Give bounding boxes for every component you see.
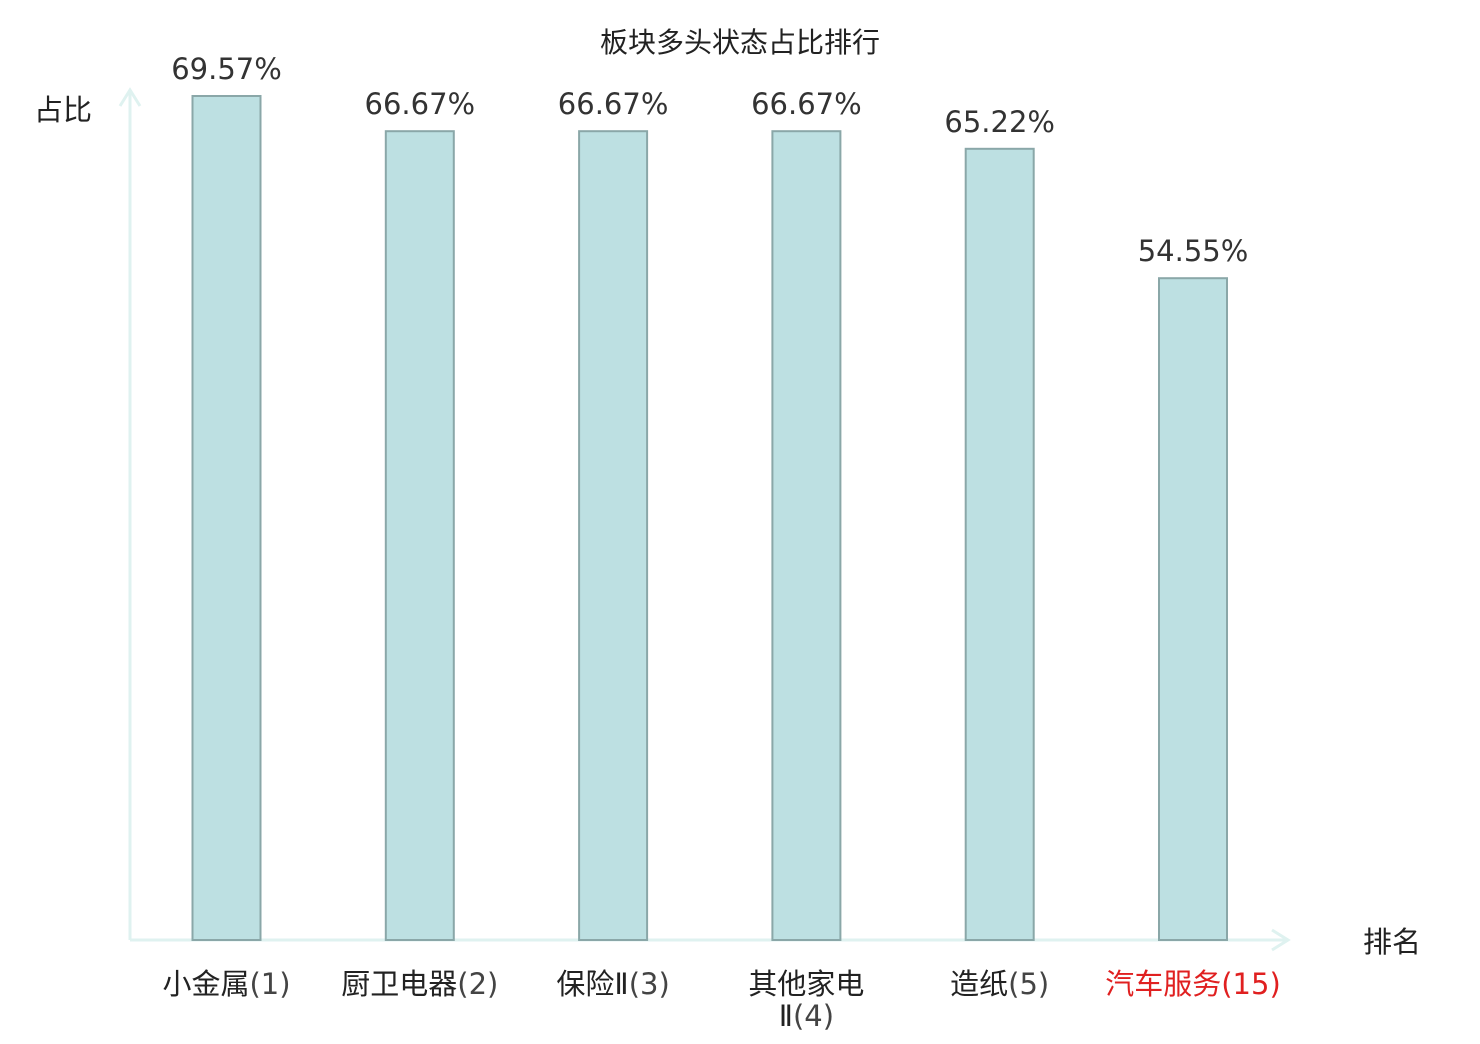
- category-tick-label: 保险Ⅱ(3): [556, 967, 669, 1001]
- category-tick-label: 汽车服务(15): [1105, 967, 1281, 1001]
- bar-value-label: 66.67%: [751, 87, 862, 121]
- bar-value-label: 66.67%: [558, 87, 669, 121]
- category-name: 小金属: [162, 967, 249, 1001]
- category-name: 厨卫电器: [341, 967, 457, 1001]
- bar: [771, 130, 842, 941]
- value-labels-group: 69.57% 66.67% 66.67% 66.67% 65.22% 54.55%: [171, 52, 1248, 268]
- bar-value-label: 65.22%: [944, 105, 1055, 139]
- bar-value-label: 66.67%: [365, 87, 476, 121]
- category-rank: (3): [629, 967, 670, 1001]
- bar: [578, 130, 649, 941]
- chart-title: 板块多头状态占比排行: [600, 26, 880, 59]
- category-rank: (4): [793, 999, 834, 1033]
- y-axis-label: 占比: [34, 93, 92, 127]
- bar: [964, 147, 1035, 942]
- category-tick-label: 造纸(5): [950, 967, 1049, 1001]
- category-rank: (2): [457, 967, 498, 1001]
- category-name: 其他家电: [748, 967, 864, 1001]
- bar: [191, 95, 262, 941]
- category-tick-label: 厨卫电器(2): [341, 967, 498, 1001]
- bar-value-label: 54.55%: [1138, 234, 1249, 268]
- category-rank: (15): [1221, 967, 1281, 1001]
- category-name-continued: Ⅱ: [779, 999, 793, 1033]
- category-tick-label-line2: Ⅱ(4): [779, 999, 834, 1033]
- bar-value-label: 69.57%: [171, 52, 282, 86]
- category-name: 造纸: [950, 967, 1008, 1001]
- category-tick-label: 其他家电: [748, 967, 864, 1001]
- category-tick-label: 小金属(1): [162, 967, 290, 1001]
- bar: [384, 130, 455, 941]
- y-axis-arrow-icon: [118, 87, 142, 107]
- x-axis-label: 排名: [1363, 925, 1421, 959]
- category-rank: (5): [1008, 967, 1049, 1001]
- bars-group: [191, 95, 1228, 942]
- bar: [1158, 277, 1228, 941]
- category-name: 保险Ⅱ: [556, 967, 628, 1001]
- x-axis-arrow-icon: [1271, 928, 1291, 952]
- category-name: 汽车服务: [1105, 967, 1221, 1001]
- category-rank: (1): [249, 967, 290, 1001]
